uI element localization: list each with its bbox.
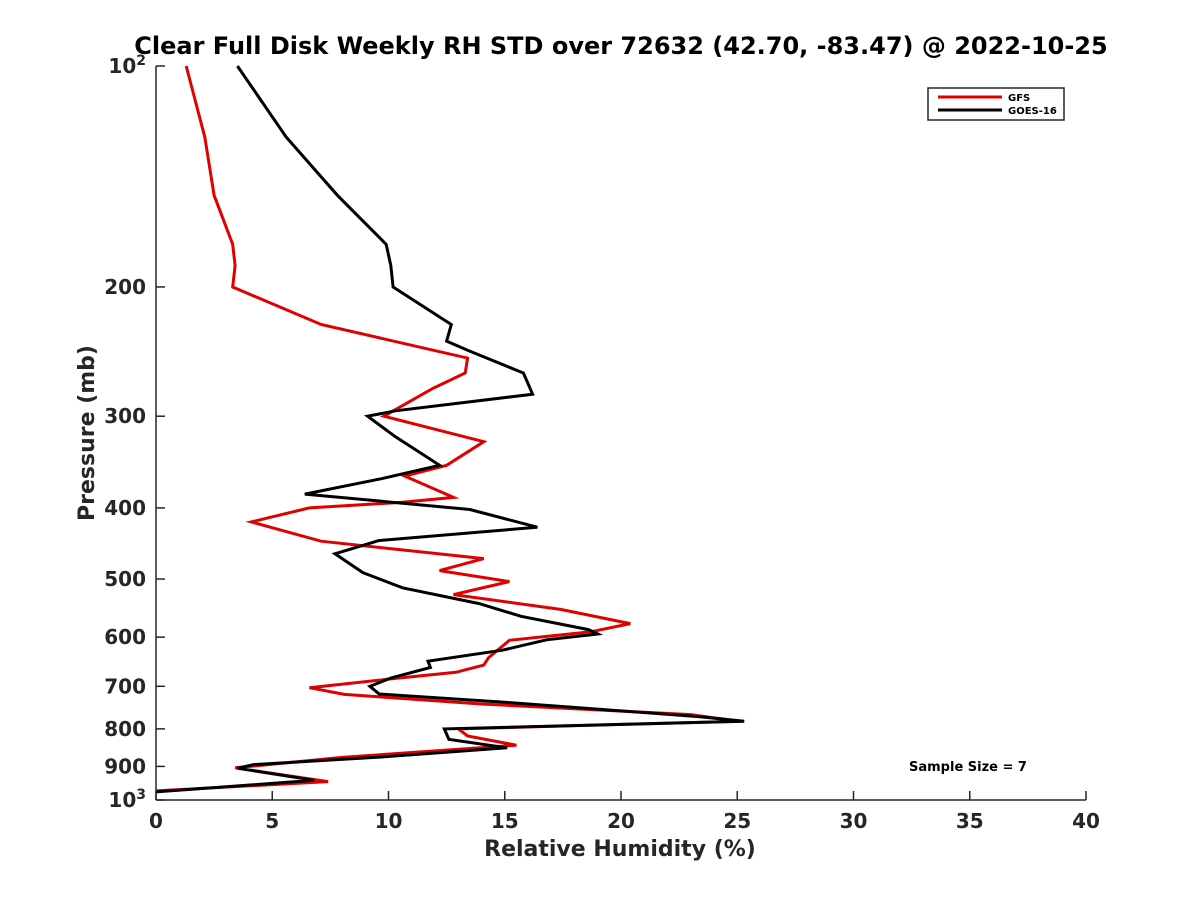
legend-box — [927, 87, 1065, 121]
x-tick-label: 20 — [607, 809, 635, 833]
x-tick-label: 25 — [723, 809, 751, 833]
x-tick-label: 15 — [491, 809, 519, 833]
x-tick-label: 30 — [840, 809, 868, 833]
legend: GFS GOES-16 — [927, 87, 1065, 121]
y-tick-label: 103 — [108, 787, 146, 812]
series-lines — [155, 65, 745, 794]
x-tick-label: 35 — [956, 809, 984, 833]
y-tick-label: 200 — [104, 275, 146, 299]
legend-entry-label: GFS — [1008, 93, 1030, 104]
chart-title: Clear Full Disk Weekly RH STD over 72632… — [134, 32, 1107, 60]
x-tick-label: 5 — [265, 809, 279, 833]
sample-size-annotation: Sample Size = 7 — [909, 760, 1027, 775]
x-tick-label: 40 — [1072, 809, 1100, 833]
y-tick-label: 700 — [104, 674, 146, 698]
y-tick-label: 102 — [108, 53, 146, 78]
y-tick-label: 600 — [104, 625, 146, 649]
y-tick-label: 500 — [104, 567, 146, 591]
x-axis-label: Relative Humidity (%) — [484, 837, 756, 862]
y-tick-label: 300 — [104, 404, 146, 428]
series-line-goes-16 — [155, 65, 745, 794]
x-tick-label: 0 — [149, 809, 163, 833]
y-tick-label: 400 — [104, 496, 146, 520]
legend-entry-label: GOES-16 — [1008, 106, 1057, 117]
y-axis-label: Pressure (mb) — [75, 345, 100, 521]
plot-axes: 0 5 10 15 20 25 30 35 40 102 200 300 400 500 600 700 800… — [104, 53, 1100, 833]
y-tick-label: 900 — [104, 754, 146, 778]
x-tick-label: 10 — [375, 809, 403, 833]
y-tick-label: 800 — [104, 717, 146, 741]
